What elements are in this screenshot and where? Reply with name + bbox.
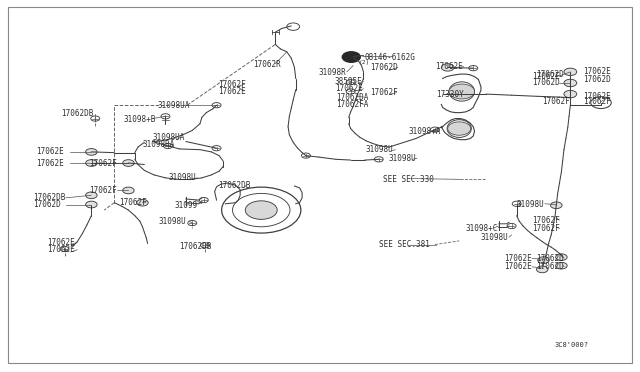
Circle shape xyxy=(123,187,134,194)
Text: 31098U: 31098U xyxy=(389,154,417,163)
Circle shape xyxy=(342,52,360,62)
Text: 17062F: 17062F xyxy=(583,97,611,106)
Text: 17062R: 17062R xyxy=(253,60,281,69)
Text: 17062E: 17062E xyxy=(583,67,611,76)
Text: 31098+C: 31098+C xyxy=(466,224,498,233)
Circle shape xyxy=(550,202,562,209)
Circle shape xyxy=(564,79,577,87)
Text: 17062E: 17062E xyxy=(47,238,74,247)
Text: 17062D: 17062D xyxy=(532,78,560,87)
Text: 17330Y: 17330Y xyxy=(436,90,464,99)
Text: 17062FA: 17062FA xyxy=(336,100,369,109)
Text: 31098R: 31098R xyxy=(319,68,346,77)
Text: 17062E: 17062E xyxy=(504,262,532,271)
Text: 17062F: 17062F xyxy=(89,186,116,195)
Text: 17062F: 17062F xyxy=(532,224,560,233)
Circle shape xyxy=(86,201,97,208)
Ellipse shape xyxy=(447,120,471,137)
Circle shape xyxy=(442,64,454,71)
Text: 17062D: 17062D xyxy=(370,63,397,72)
Text: (2): (2) xyxy=(358,61,369,65)
Text: 31098U: 31098U xyxy=(481,232,509,242)
Circle shape xyxy=(449,84,474,99)
Text: 31098U: 31098U xyxy=(516,200,545,209)
Text: 17062DB: 17062DB xyxy=(218,181,250,190)
Text: 17062D: 17062D xyxy=(33,200,60,209)
Text: 31099: 31099 xyxy=(174,201,198,210)
Text: 17062D: 17062D xyxy=(536,262,564,271)
Text: 3C8'000?: 3C8'000? xyxy=(555,341,589,347)
Text: 17062E: 17062E xyxy=(218,87,246,96)
Circle shape xyxy=(86,192,97,199)
Circle shape xyxy=(86,160,97,166)
Text: SEE SEC.381: SEE SEC.381 xyxy=(379,240,429,249)
Text: 38595E: 38595E xyxy=(335,77,362,86)
Text: 31098U: 31098U xyxy=(159,217,186,226)
Text: 17062D: 17062D xyxy=(583,75,611,84)
Circle shape xyxy=(123,160,134,166)
Text: 17062F: 17062F xyxy=(119,198,147,207)
Text: SEE SEC.330: SEE SEC.330 xyxy=(383,175,433,184)
Text: 17062DA: 17062DA xyxy=(336,93,369,102)
Text: 31098U: 31098U xyxy=(366,145,394,154)
Circle shape xyxy=(536,266,548,273)
Circle shape xyxy=(564,90,577,98)
Text: 17062F: 17062F xyxy=(542,97,570,106)
Text: 17062E: 17062E xyxy=(583,92,611,101)
Text: 31098+B: 31098+B xyxy=(124,115,156,124)
Text: 17062E: 17062E xyxy=(36,147,63,156)
Text: 31098RA: 31098RA xyxy=(143,140,175,149)
Circle shape xyxy=(245,201,277,219)
Text: 31098UA: 31098UA xyxy=(153,132,185,142)
Text: B: B xyxy=(349,52,354,61)
Text: 31098U: 31098U xyxy=(169,173,196,182)
Circle shape xyxy=(86,148,97,155)
Text: 17062F: 17062F xyxy=(370,88,397,97)
Text: 17062F: 17062F xyxy=(89,158,116,167)
Text: 17062E: 17062E xyxy=(36,158,63,167)
Circle shape xyxy=(556,262,567,269)
Text: 17062F: 17062F xyxy=(218,80,246,89)
Text: 17062E: 17062E xyxy=(532,72,560,81)
Text: 31098UA: 31098UA xyxy=(157,101,189,110)
Text: 17062D: 17062D xyxy=(536,254,564,263)
Circle shape xyxy=(448,122,470,135)
Text: 17062E: 17062E xyxy=(335,84,362,93)
Text: 08146-6162G: 08146-6162G xyxy=(365,52,415,61)
Text: 17062E: 17062E xyxy=(435,62,463,71)
Text: 31098+A: 31098+A xyxy=(408,126,440,136)
Text: 17062DB: 17062DB xyxy=(179,241,212,250)
Circle shape xyxy=(538,257,549,263)
Text: 17062F: 17062F xyxy=(532,216,560,225)
Circle shape xyxy=(564,68,577,76)
Ellipse shape xyxy=(449,82,474,101)
Text: 17062DB: 17062DB xyxy=(33,193,65,202)
Text: 17062D: 17062D xyxy=(536,70,564,79)
Text: 17062DB: 17062DB xyxy=(61,109,93,118)
Circle shape xyxy=(556,254,567,260)
Text: 17062E: 17062E xyxy=(504,254,532,263)
Circle shape xyxy=(137,199,148,206)
Text: 17062E: 17062E xyxy=(47,245,74,254)
